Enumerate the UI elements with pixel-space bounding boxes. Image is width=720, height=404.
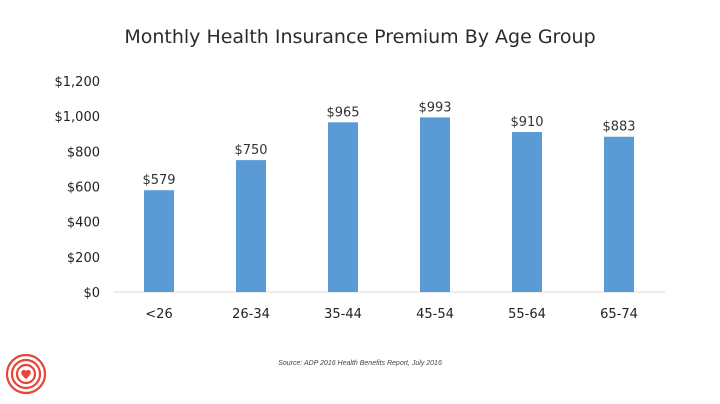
heart-rings-icon [5,353,47,395]
y-tick-label: $800 [67,145,100,160]
source-note: Source: ADP 2016 Health Benefits Report,… [278,360,442,367]
bar [328,122,358,292]
x-tick-label: <26 [145,307,172,322]
bar [144,190,174,292]
data-label: $965 [326,105,359,120]
x-tick-label: 35-44 [324,307,362,322]
x-tick-label: 45-54 [416,307,454,322]
y-tick-label: $200 [67,251,100,266]
data-label: $883 [602,120,635,135]
y-tick-label: $400 [67,216,100,231]
y-tick-label: $1,200 [55,75,101,90]
data-label: $579 [142,173,175,188]
y-tick-label: $1,000 [55,110,101,125]
x-tick-label: 55-64 [508,307,546,322]
y-tick-label: $600 [67,181,100,196]
data-label: $750 [234,143,267,158]
chart-title: Monthly Health Insurance Premium By Age … [124,26,596,48]
bar [512,131,542,292]
bar [420,117,450,293]
data-label: $910 [510,115,543,130]
data-label: $993 [418,100,451,115]
x-tick-label: 65-74 [600,307,638,322]
bar [604,136,634,292]
y-tick-label: $0 [83,286,100,301]
x-tick-label: 26-34 [232,307,270,322]
bar [236,160,266,292]
